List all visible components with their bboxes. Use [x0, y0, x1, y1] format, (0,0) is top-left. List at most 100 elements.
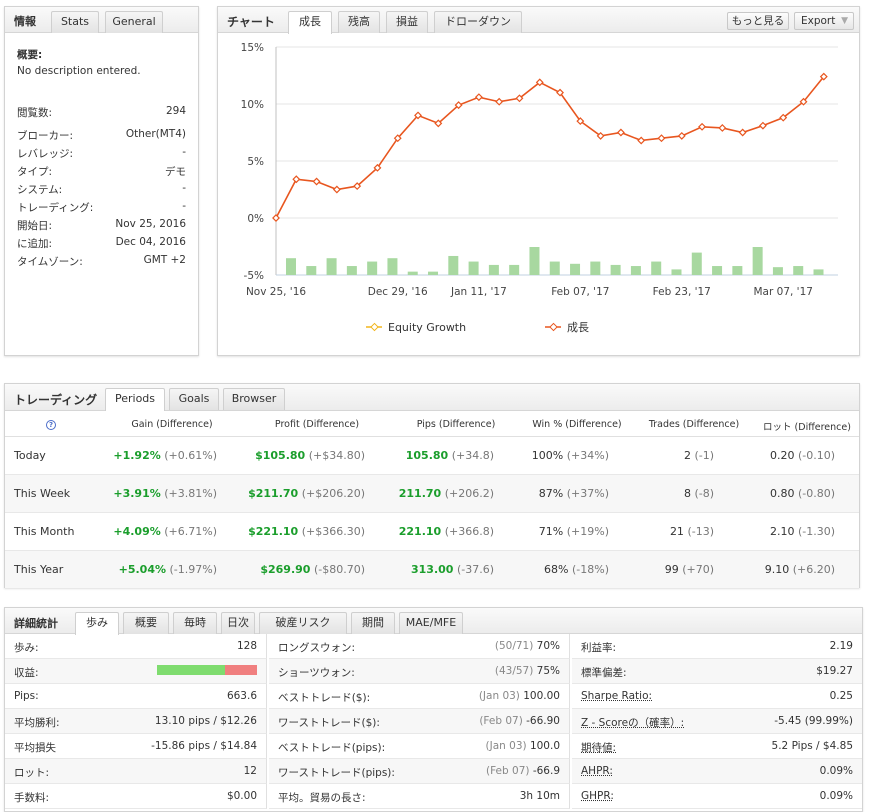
stats-row: ショーツウォン: (43/57) 75%: [269, 659, 570, 684]
tab-stats-5[interactable]: 期間: [351, 612, 395, 634]
data-point: [758, 121, 767, 130]
chart-title: チャート: [227, 15, 275, 29]
data-point: [535, 78, 544, 87]
trades-value: 99: [664, 563, 679, 576]
trading-cell-trades: 99 (+70): [665, 563, 714, 576]
tab-stats-6[interactable]: MAE/MFE: [399, 612, 463, 634]
tab-profit[interactable]: 損益: [386, 11, 428, 33]
stats-main-value: 663.6: [226, 690, 257, 702]
stats-value: 2.19: [830, 640, 853, 652]
lots-value: 0.20: [769, 449, 795, 462]
volume-bar: [428, 271, 439, 275]
stats-row: 歩み: 128: [5, 634, 267, 659]
tab-goals[interactable]: Goals: [169, 388, 219, 410]
volume-bar: [590, 261, 601, 275]
legend-marker: [549, 322, 558, 332]
stats-title: 詳細統計: [14, 617, 58, 630]
tab-stats-4[interactable]: 破産リスク: [259, 612, 347, 634]
period-label: This Year: [14, 563, 64, 576]
export-button[interactable]: Export ▼: [794, 12, 854, 30]
profit-difference: (+$366.30): [301, 525, 365, 538]
tab-stats[interactable]: Stats: [51, 11, 99, 33]
help-icon[interactable]: ?: [46, 420, 56, 430]
stats-main-value: -15.86 pips / $14.84: [151, 740, 257, 752]
stats-value: -15.86 pips / $14.84: [151, 740, 257, 752]
gain-value: +3.91%: [113, 487, 161, 500]
info-row: システム: -: [17, 182, 186, 198]
volume-bar: [407, 271, 418, 275]
stats-value: 0.09%: [820, 790, 853, 802]
stats-row: ロングスウォン: (50/71) 70%: [269, 634, 570, 659]
tab-general[interactable]: General: [105, 11, 163, 33]
stats-row: 平均損失 -15.86 pips / $14.84: [5, 734, 267, 759]
stats-label: 標準偏差:: [581, 667, 627, 679]
stats-detail: (Feb 07): [479, 715, 523, 727]
growth-chart: 15% 10% 5% 0% -5% Nov 25, '16 Dec 29, '16 Jan 1…: [241, 42, 838, 334]
win-value: 71%: [538, 525, 564, 538]
tab-balance[interactable]: 残高: [338, 11, 380, 33]
tab-periods[interactable]: Periods: [105, 388, 165, 411]
win-value: 87%: [538, 487, 564, 500]
tab-browser[interactable]: Browser: [223, 388, 285, 410]
data-point: [353, 182, 362, 191]
profit-bar-win: [157, 665, 225, 675]
trades-value: 2: [683, 449, 691, 462]
legend-label: 成長: [567, 321, 589, 334]
info-tab-title: 情報: [14, 15, 36, 28]
legend-label: Equity Growth: [388, 321, 466, 334]
win-difference: (+34%): [566, 449, 609, 462]
data-point: [819, 72, 828, 81]
tab-growth[interactable]: 成長: [288, 11, 332, 34]
tab-stats-1[interactable]: 概要: [123, 612, 169, 634]
stats-detail: (43/57): [494, 665, 534, 677]
trading-tabbar: トレーディング Periods Goals Browser: [5, 384, 859, 411]
stats-main-value: -66.9: [532, 765, 560, 777]
stats-label: Sharpe Ratio:: [581, 690, 653, 702]
data-point: [637, 136, 646, 145]
trades-difference: (+70): [682, 563, 714, 576]
volume-bar: [793, 266, 804, 275]
more-button[interactable]: もっと見る: [727, 12, 789, 30]
info-row-value: Other(MT4): [125, 128, 186, 140]
tab-stats-2[interactable]: 毎時: [173, 612, 217, 634]
tab-stats-3[interactable]: 日次: [221, 612, 255, 634]
data-point: [616, 128, 625, 137]
volume-bar: [651, 261, 662, 275]
tab-stats-0[interactable]: 歩み: [75, 612, 119, 635]
stats-value: (Jan 03) 100.00: [479, 690, 560, 702]
tab-drawdown[interactable]: ドローダウン: [434, 11, 522, 33]
trading-cell-pips: 221.10 (+366.8): [399, 525, 494, 538]
stats-main-value: 128: [236, 640, 257, 652]
volume-bar: [306, 266, 317, 275]
stats-value: $0.00: [227, 790, 257, 802]
data-point: [677, 131, 686, 140]
info-row-value: GMT +2: [143, 254, 186, 266]
volume-bar: [549, 261, 560, 275]
table-row: This Month +4.09% (+6.71%) $221.10 (+$366.…: [5, 513, 859, 551]
info-row-label: トレーディング:: [17, 202, 94, 214]
stats-row: 期待値: 5.2 Pips / $4.85: [572, 734, 862, 759]
export-label: Export: [801, 15, 836, 27]
dropdown-arrow-icon: ▼: [841, 16, 848, 26]
trading-title: トレーディング: [14, 393, 98, 407]
stats-row: 収益:: [5, 659, 267, 684]
data-point: [312, 177, 321, 186]
info-row-label: レバレッジ:: [17, 148, 74, 160]
trading-cell-win: 71% (+19%): [539, 525, 609, 538]
trading-cell-trades: 21 (-13): [670, 525, 714, 538]
stats-detail: (Feb 07): [486, 765, 530, 777]
trading-column-header: Profit (Difference): [274, 419, 360, 430]
profit-bar: [157, 665, 257, 675]
info-row-value: -: [182, 200, 186, 212]
trading-cell-lots: 2.10 (-1.30): [770, 525, 835, 538]
trades-value: 8: [683, 487, 691, 500]
stats-row: 利益率: 2.19: [572, 634, 862, 659]
volume-bar: [752, 247, 763, 275]
lots-value: 0.80: [769, 487, 795, 500]
data-point: [738, 128, 747, 137]
trading-cell-profit: $105.80 (+$34.80): [255, 449, 365, 462]
gain-value: +1.92%: [113, 449, 161, 462]
data-point: [718, 123, 727, 132]
stats-value: 663.6: [227, 690, 257, 702]
y-tick-label: -5%: [244, 270, 264, 282]
